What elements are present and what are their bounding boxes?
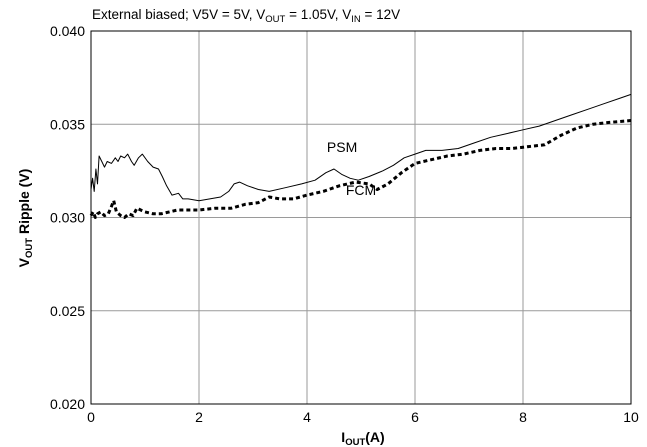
grid — [91, 31, 631, 404]
annotations: PSM FCM — [327, 139, 376, 198]
y-tick-label: 0.025 — [50, 303, 85, 319]
annotation-fcm: FCM — [346, 182, 376, 198]
title-prefix: External biased; V5V = 5V, V — [92, 7, 265, 22]
y-tick-label: 0.030 — [50, 210, 85, 226]
series-lines — [89, 93, 632, 219]
y-tick-label: 0.035 — [50, 116, 85, 132]
x-label-rest: (A) — [365, 429, 384, 445]
x-tick-label: 2 — [195, 409, 203, 425]
title-vout-sub: OUT — [265, 14, 285, 25]
series-line-psm — [90, 93, 632, 202]
x-tick-label: 8 — [519, 409, 527, 425]
x-label-sub: OUT — [345, 437, 365, 447]
x-tick-label: 10 — [623, 409, 639, 425]
x-tick-label: 4 — [303, 409, 311, 425]
y-label-main: V — [16, 257, 32, 267]
x-tick-label: 6 — [411, 409, 419, 425]
x-axis-label: IOUT(A) — [341, 429, 384, 447]
y-tick-label: 0.020 — [50, 396, 85, 412]
chart-title: External biased; V5V = 5V, VOUT = 1.05V,… — [92, 7, 400, 25]
tick-labels: 0 2 4 6 8 10 0.020 0.025 0.030 0.035 0.040 — [50, 23, 639, 425]
plot-frame — [90, 30, 632, 405]
x-label-main: I — [341, 429, 345, 445]
title-suffix: = 12V — [361, 7, 400, 22]
series-line-fcm — [89, 119, 632, 219]
title-vin-sub: IN — [351, 14, 361, 25]
annotation-psm: PSM — [327, 139, 357, 155]
x-tick-label: 0 — [87, 409, 95, 425]
y-label-rest: Ripple (V) — [16, 169, 32, 238]
y-axis-label: VOUT Ripple (V) — [16, 169, 35, 268]
title-middle: = 1.05V, V — [285, 7, 351, 22]
y-label-sub: OUT — [24, 238, 35, 258]
y-tick-label: 0.040 — [50, 23, 85, 39]
